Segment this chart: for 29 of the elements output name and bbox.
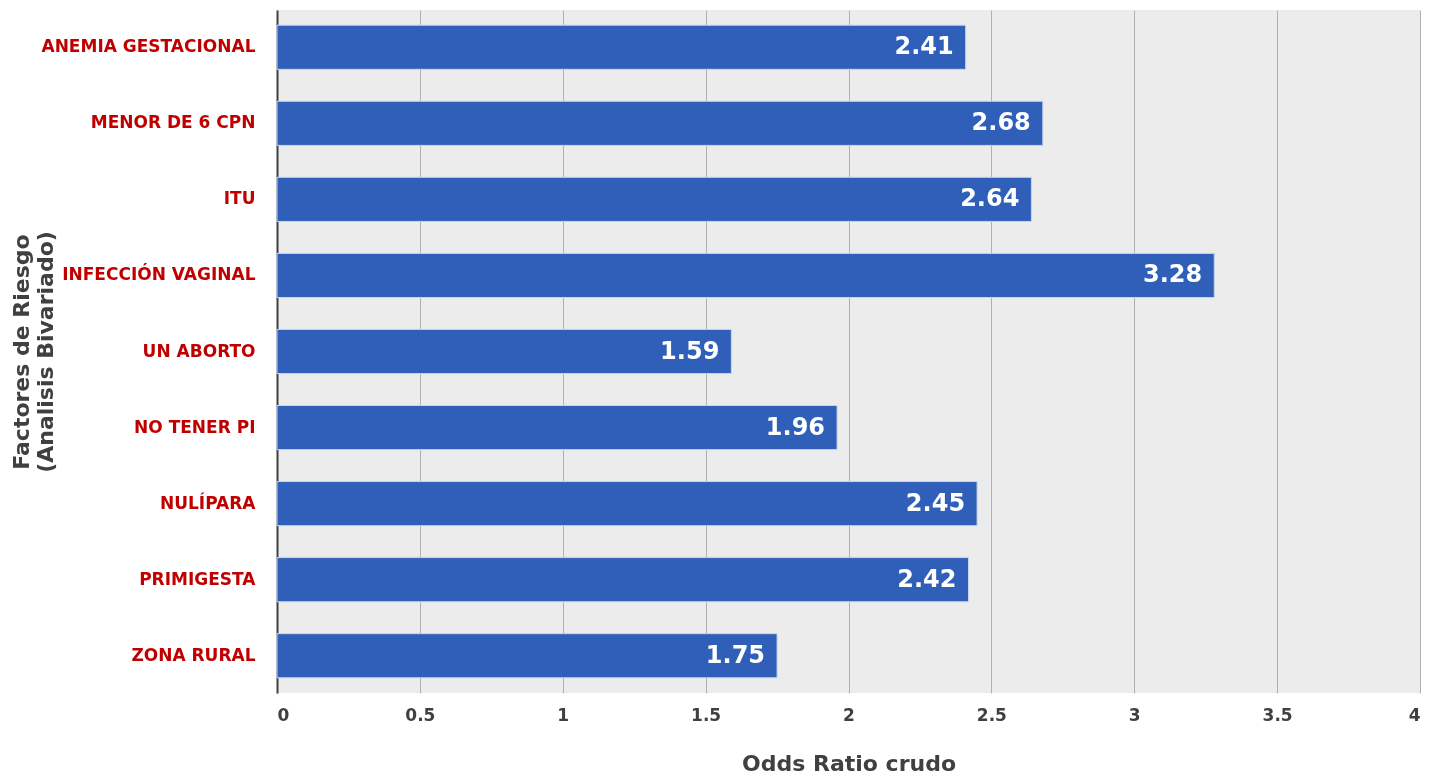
data-label: 1.59	[660, 336, 720, 365]
data-label: 2.64	[960, 184, 1020, 213]
x-tick-label: 0	[277, 704, 290, 725]
y-tick-label: PRIMIGESTA	[139, 568, 257, 589]
y-axis-title: Factores de Riesgo (Analisis Bivariado)	[8, 231, 58, 473]
y-tick-label: UN ABORTO	[142, 340, 256, 361]
data-label: 2.42	[897, 564, 957, 593]
data-label: 3.28	[1143, 260, 1203, 289]
data-label: 2.68	[971, 108, 1031, 137]
x-tick-label: 1.5	[691, 704, 722, 725]
x-tick-label: 0.5	[405, 704, 436, 725]
x-tick-label: 3	[1128, 704, 1141, 725]
y-tick-label: NO TENER PI	[134, 416, 256, 437]
data-label: 2.41	[894, 32, 954, 61]
x-tick-label: 2	[843, 704, 855, 725]
data-label: 1.75	[705, 640, 766, 669]
y-tick-label: INFECCIÓN VAGINAL	[62, 263, 256, 285]
y-tick-label: NULÍPARA	[160, 491, 257, 513]
x-tick-label: 4	[1408, 704, 1421, 725]
data-label: 1.96	[765, 412, 826, 441]
data-label: 2.45	[905, 488, 966, 517]
y-tick-label: ANEMIA GESTACIONAL	[41, 36, 256, 57]
x-axis-title: Odds Ratio crudo	[742, 750, 956, 776]
x-tick-label: 1	[557, 704, 570, 725]
x-tick-label: 3.5	[1262, 704, 1293, 725]
x-tick-label: 2.5	[976, 704, 1007, 725]
y-tick-label: ITU	[223, 188, 256, 209]
y-tick-label: MENOR DE 6 CPN	[90, 112, 256, 133]
y-tick-label: ZONA RURAL	[131, 644, 256, 665]
